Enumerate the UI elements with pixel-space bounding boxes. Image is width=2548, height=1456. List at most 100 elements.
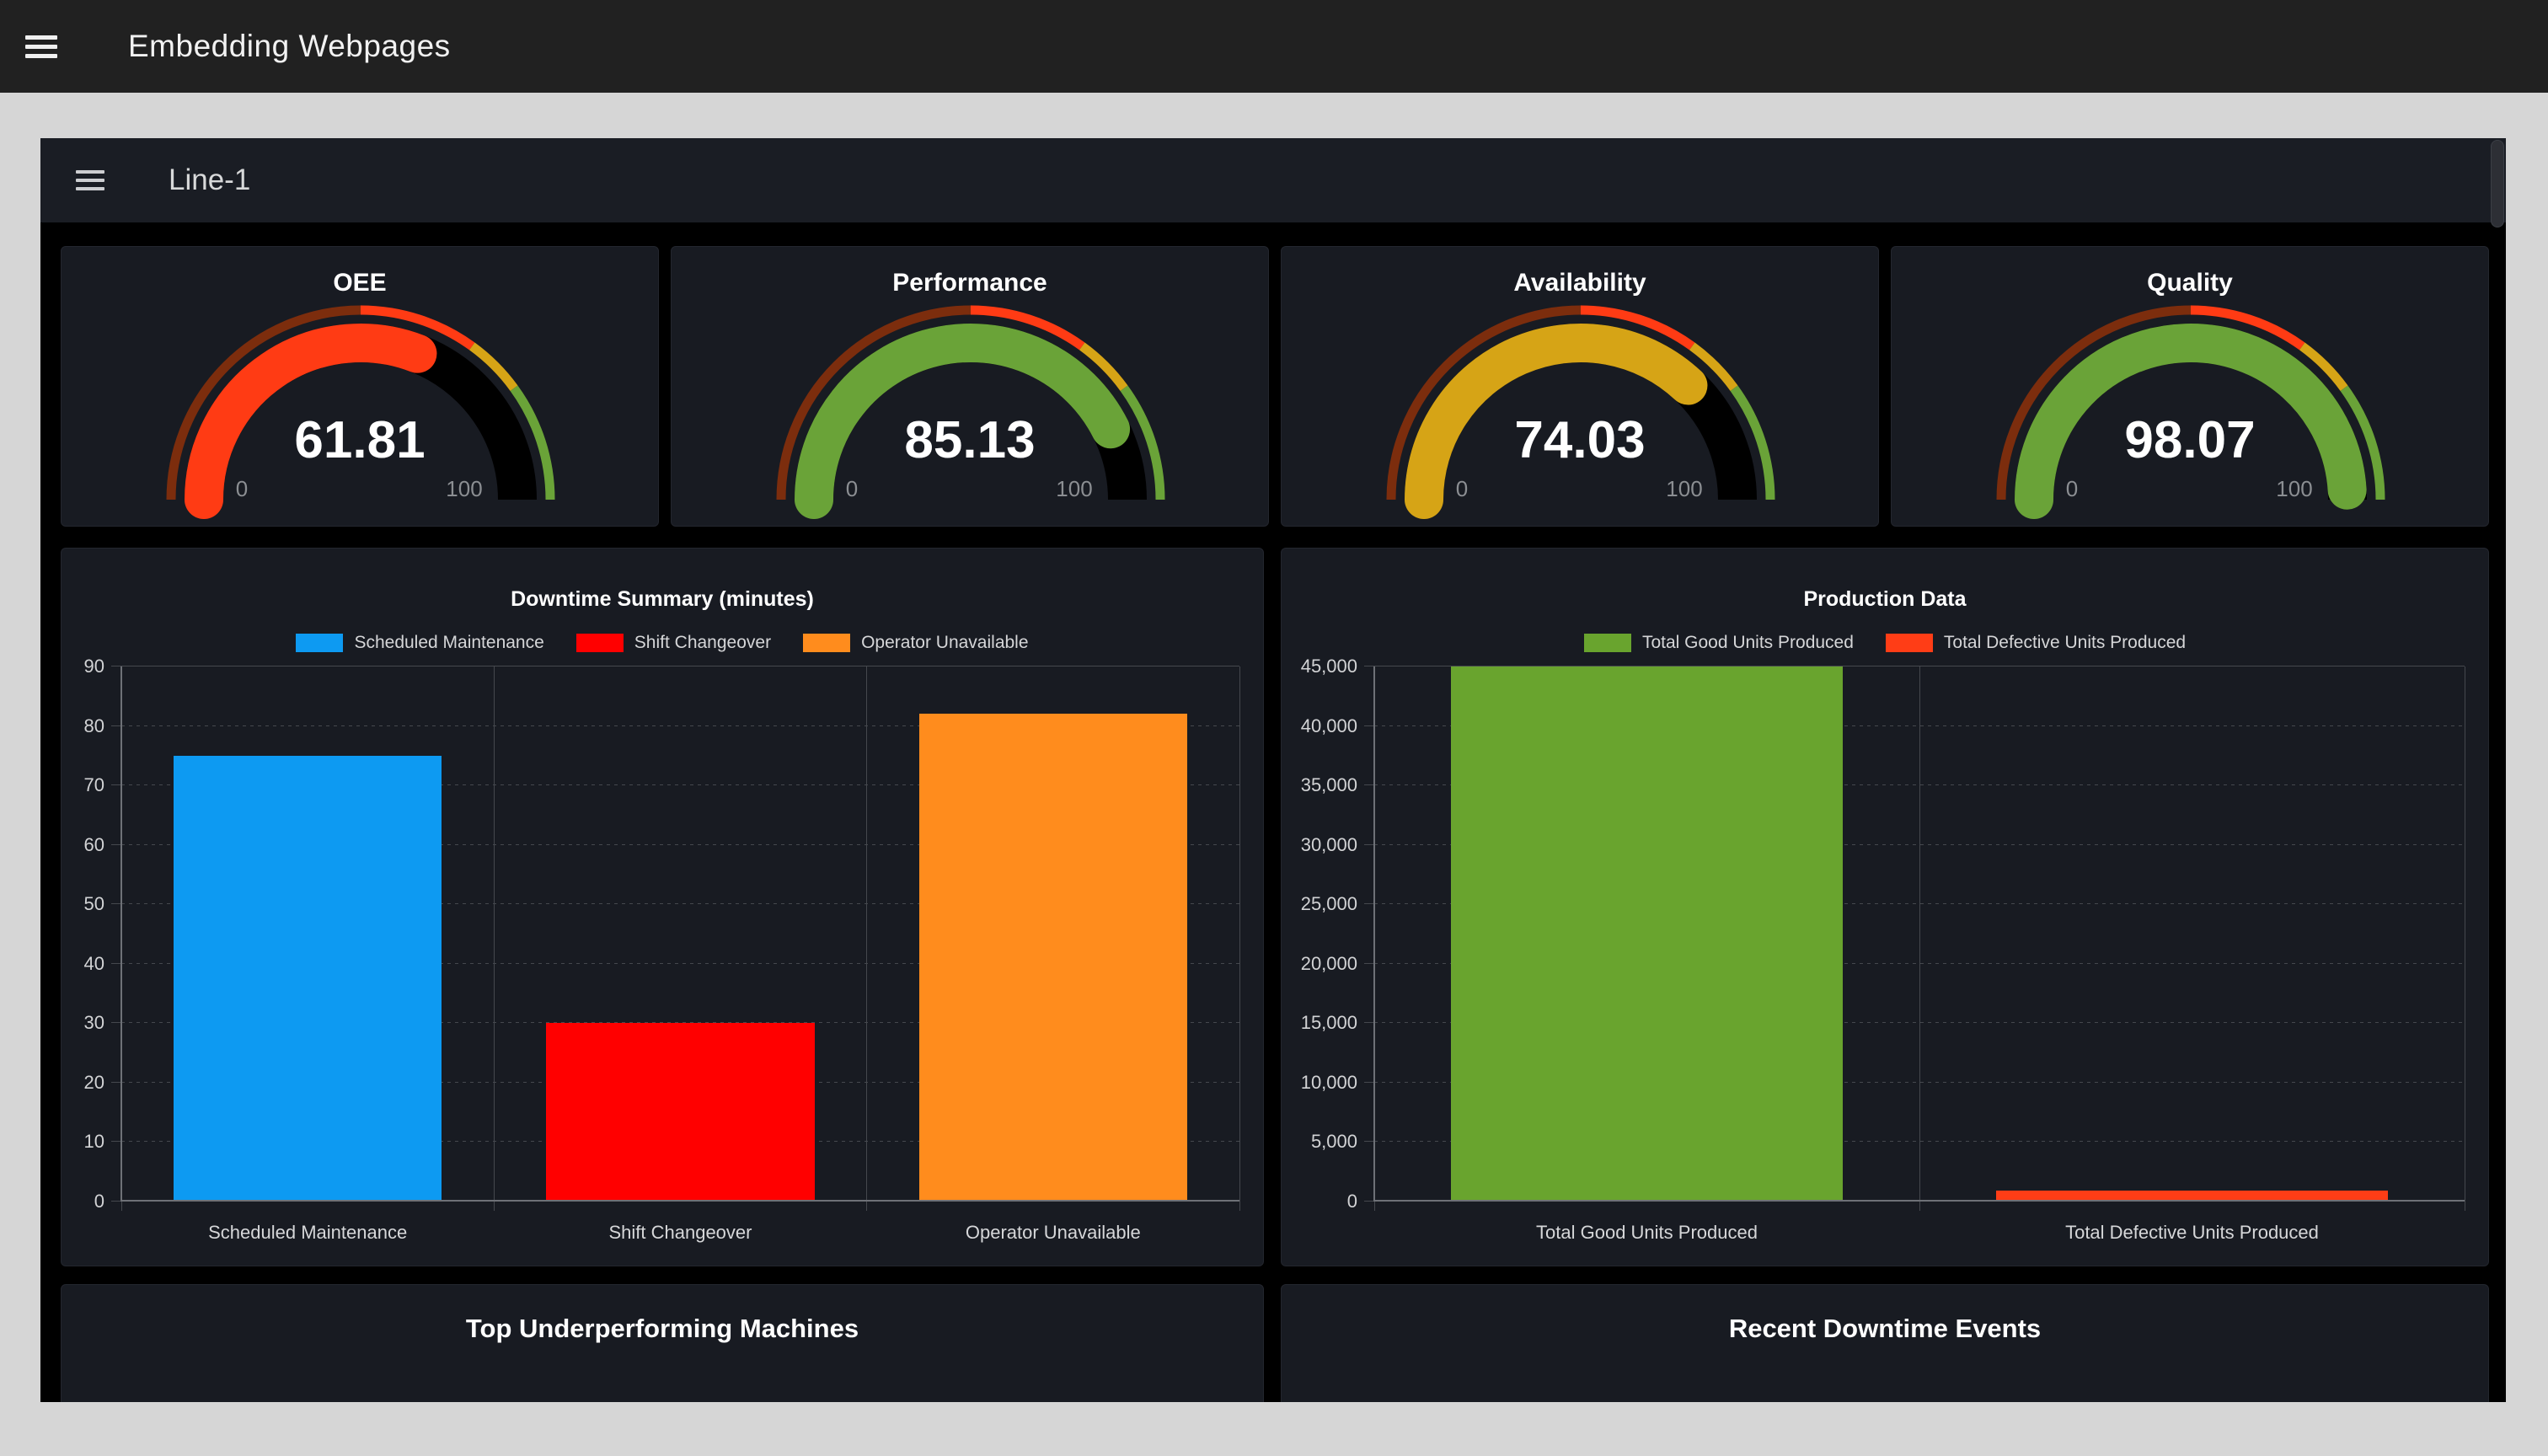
dashboard-header: Line-1 xyxy=(40,138,2506,222)
y-tick-label: 5,000 xyxy=(1310,1131,1357,1153)
y-axis-tick xyxy=(111,725,121,726)
legend-label: Scheduled Maintenance xyxy=(354,633,544,652)
legend-swatch xyxy=(1583,634,1631,652)
gauge-arc xyxy=(776,305,1165,519)
gridline xyxy=(121,1022,1239,1024)
legend-item[interactable]: Shift Changeover xyxy=(575,633,772,653)
legend-label: Shift Changeover xyxy=(634,633,772,652)
gauge-arc xyxy=(1386,305,1775,519)
y-axis-tick xyxy=(1364,725,1374,726)
x-tick-label: Shift Changeover xyxy=(608,1222,752,1243)
gauge-panel-quality: Quality 98.07 0 100 xyxy=(1891,246,2489,527)
panel-title: Top Underperforming Machines xyxy=(465,1314,859,1343)
gridline xyxy=(121,843,1239,845)
gauge-min-label: 0 xyxy=(1455,476,1469,501)
legend-swatch xyxy=(803,634,851,652)
x-tick-label: Total Defective Units Produced xyxy=(2065,1222,2319,1243)
bar xyxy=(173,755,442,1200)
gridline-vertical xyxy=(866,666,868,1211)
y-tick-label: 70 xyxy=(83,774,104,796)
gauge-title: Availability xyxy=(1513,269,1646,297)
gauge-panel-performance: Performance 85.13 0 100 xyxy=(671,246,1269,527)
gauge-title: Quality xyxy=(2147,269,2233,297)
gauge-max-label: 100 xyxy=(2276,476,2313,501)
legend-item[interactable]: Total Defective Units Produced xyxy=(1885,633,2187,653)
bar xyxy=(1450,666,1844,1200)
x-axis-line xyxy=(121,1200,1239,1202)
gauge-max-label: 100 xyxy=(1666,476,1703,501)
vertical-scrollbar[interactable] xyxy=(2489,138,2506,1402)
y-axis-tick xyxy=(1364,1081,1374,1083)
legend-label: Total Defective Units Produced xyxy=(1943,633,2187,652)
legend-swatch xyxy=(1885,634,1933,652)
app-bar: Embedding Webpages xyxy=(0,0,2548,93)
gauge-max-label: 100 xyxy=(446,476,483,501)
y-tick-label: 30,000 xyxy=(1300,833,1357,855)
y-tick-label: 10 xyxy=(83,1131,104,1153)
chart-plot-area: 0 10 20 30 40 50 60 70 80 90 Scheduled Maintenance… xyxy=(84,656,1240,1243)
y-axis-tick xyxy=(111,843,121,845)
y-tick-label: 25,000 xyxy=(1300,893,1357,915)
gauge-value: 74.03 xyxy=(1514,411,1646,469)
y-axis-tick xyxy=(111,1081,121,1083)
y-tick-label: 60 xyxy=(83,833,104,855)
legend-label: Operator Unavailable xyxy=(861,633,1029,652)
chart-legend: Scheduled Maintenance Shift Changeover Ope… xyxy=(62,633,1263,653)
y-tick-label: 20 xyxy=(83,1071,104,1093)
y-tick-label: 0 xyxy=(94,1191,104,1212)
gridline-vertical xyxy=(1239,666,1240,1211)
gridline-vertical xyxy=(493,666,495,1211)
y-tick-label: 90 xyxy=(83,656,104,677)
y-tick-label: 10,000 xyxy=(1300,1071,1357,1093)
y-tick-label: 50 xyxy=(83,893,104,915)
legend-item[interactable]: Total Good Units Produced xyxy=(1583,633,1854,653)
gauge-arc xyxy=(1996,305,2385,519)
gauge-title: OEE xyxy=(333,269,387,297)
dashboard-title: Line-1 xyxy=(169,163,251,196)
y-axis-tick xyxy=(111,1201,121,1202)
gauge-panel-availability: Availability 74.03 0 100 xyxy=(1281,246,1879,527)
chart-title: Production Data xyxy=(1803,587,1967,611)
x-tick-label: Operator Unavailable xyxy=(965,1222,1141,1243)
chart-plot-area: 0 5,000 10,000 15,000 20,000 25,000 30,000 35,0… xyxy=(1301,656,2465,1243)
y-tick-label: 35,000 xyxy=(1300,774,1357,796)
y-axis-tick xyxy=(1364,962,1374,964)
legend-swatch xyxy=(575,634,624,652)
legend-swatch xyxy=(296,634,344,652)
chart-legend: Total Good Units Produced Total Defective… xyxy=(1282,633,2488,653)
gridline-vertical xyxy=(1919,666,1920,1211)
app-menu-icon[interactable] xyxy=(25,21,76,72)
bar xyxy=(1995,1191,2389,1200)
scrollbar-thumb[interactable] xyxy=(2491,140,2504,228)
gauge-title: Performance xyxy=(892,269,1047,297)
gauge-min-label: 0 xyxy=(235,476,249,501)
gridline xyxy=(121,962,1239,964)
y-axis-tick xyxy=(111,784,121,786)
gauge-arc xyxy=(166,305,555,519)
gridline xyxy=(121,903,1239,905)
y-axis-tick xyxy=(1364,784,1374,786)
y-tick-label: 15,000 xyxy=(1300,1012,1357,1034)
gauge-min-label: 0 xyxy=(845,476,859,501)
legend-label: Total Good Units Produced xyxy=(1641,633,1854,652)
y-tick-label: 20,000 xyxy=(1300,952,1357,974)
bar xyxy=(546,1023,815,1200)
y-axis-tick xyxy=(1364,903,1374,905)
y-tick-label: 80 xyxy=(83,715,104,736)
dashboard-menu-icon[interactable] xyxy=(76,155,126,206)
gridline xyxy=(121,725,1239,726)
y-axis-line xyxy=(1373,666,1375,1202)
app-title: Embedding Webpages xyxy=(128,29,451,63)
y-axis-tick xyxy=(111,1141,121,1143)
panel-title: Recent Downtime Events xyxy=(1728,1314,2042,1343)
gauge-panel-oee: OEE 61.81 0 100 xyxy=(61,246,659,527)
y-axis-tick xyxy=(111,962,121,964)
x-axis-line xyxy=(1374,1200,2465,1202)
gauge-min-label: 0 xyxy=(2065,476,2079,501)
legend-item[interactable]: Scheduled Maintenance xyxy=(296,633,544,653)
embedded-dashboard: Line-1 OEE 61.81 0 100 Performance 85.13… xyxy=(40,138,2506,1402)
y-tick-label: 45,000 xyxy=(1300,656,1357,677)
legend-item[interactable]: Operator Unavailable xyxy=(803,633,1029,653)
y-axis-tick xyxy=(1364,843,1374,845)
y-axis-tick xyxy=(111,903,121,905)
